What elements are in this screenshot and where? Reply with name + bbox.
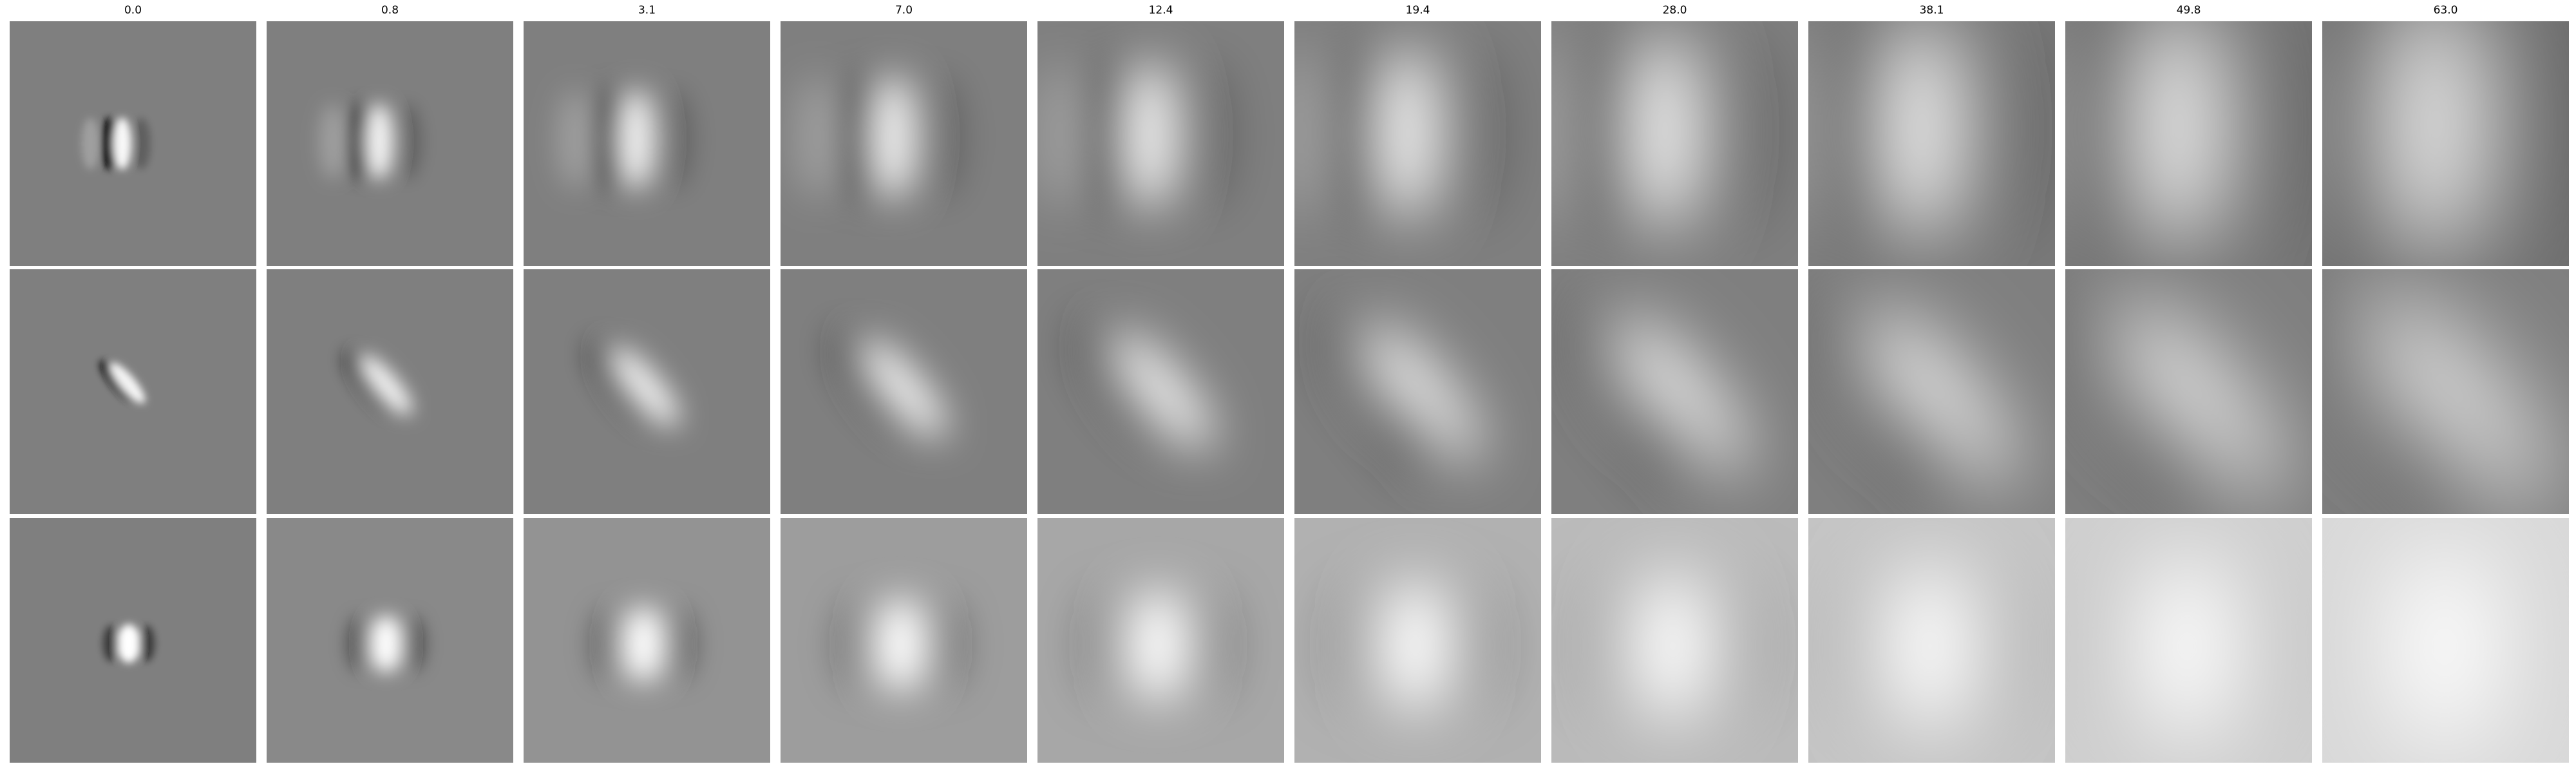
column-title: 12.4 <box>1148 4 1173 17</box>
filter-panel <box>1037 21 1284 266</box>
filter-panel <box>524 518 770 763</box>
filter-panel <box>1037 518 1284 763</box>
column-title: 49.8 <box>2176 4 2201 17</box>
filter-panel <box>2322 269 2569 514</box>
filter-panel <box>1808 269 2055 514</box>
filter-panel <box>781 269 1027 514</box>
filter-panel <box>1294 21 1541 266</box>
filter-panel <box>2065 21 2312 266</box>
column-title: 63.0 <box>2433 4 2458 17</box>
filter-panel <box>10 21 256 266</box>
filter-panel <box>1551 269 1798 514</box>
filter-panel <box>10 269 256 514</box>
filter-panel <box>2322 21 2569 266</box>
column-title: 3.1 <box>638 4 656 17</box>
column-title: 0.0 <box>124 4 142 17</box>
filter-panel <box>524 269 770 514</box>
filter-panel <box>1808 21 2055 266</box>
filter-panel <box>1551 518 1798 763</box>
column-title: 0.8 <box>381 4 399 17</box>
filter-panel <box>781 21 1027 266</box>
filter-panel <box>524 21 770 266</box>
filter-panel <box>1808 518 2055 763</box>
filter-panel <box>781 518 1027 763</box>
filter-panel <box>1551 21 1798 266</box>
filter-panel <box>267 21 513 266</box>
filter-panel <box>2065 269 2312 514</box>
filter-panel <box>267 518 513 763</box>
filter-panel <box>1294 518 1541 763</box>
filter-panel <box>2065 518 2312 763</box>
filter-panel <box>2322 518 2569 763</box>
column-title: 38.1 <box>1919 4 1944 17</box>
filter-panel <box>1037 269 1284 514</box>
column-title: 19.4 <box>1405 4 1430 17</box>
filter-panel <box>1294 269 1541 514</box>
filter-panel <box>10 518 256 763</box>
filter-panel <box>267 269 513 514</box>
column-title: 28.0 <box>1662 4 1687 17</box>
column-title: 7.0 <box>895 4 913 17</box>
